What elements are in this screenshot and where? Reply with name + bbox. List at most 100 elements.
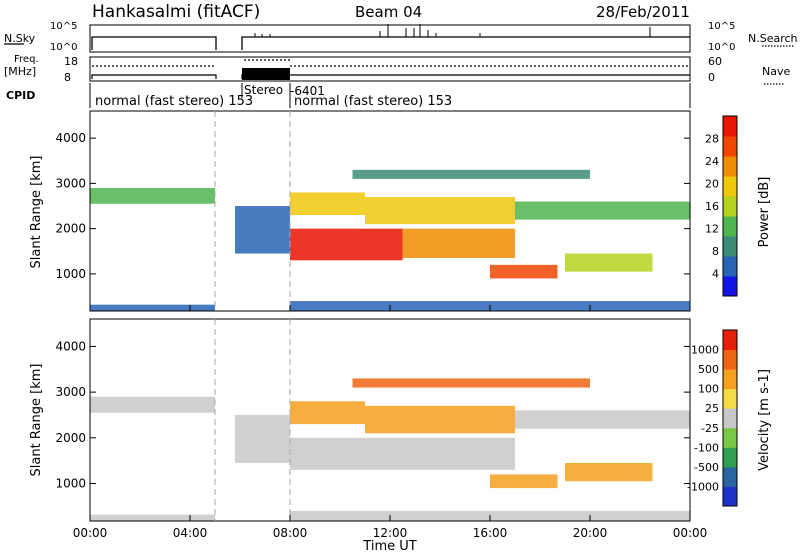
- colorbar-swatch: [723, 236, 737, 257]
- data-band: [515, 410, 690, 429]
- colorbar-swatch: [723, 156, 737, 177]
- colorbar-swatch: [723, 369, 737, 390]
- data-band: [365, 405, 515, 434]
- x-tick-label: 16:00: [473, 526, 508, 540]
- cpid-segment-3: -6401: [290, 84, 325, 98]
- colorbar-tick-label: 20: [705, 178, 719, 191]
- data-band: [90, 187, 215, 204]
- y-tick-label: 1000: [55, 477, 86, 491]
- colorbar-swatch: [723, 349, 737, 370]
- data-band: [402, 228, 515, 259]
- cpid-segment-1: normal (fast stereo) 153: [95, 94, 253, 109]
- x-tick-label: 12:00: [373, 526, 408, 540]
- colorbar-swatch: [723, 176, 737, 197]
- colorbar-tick-label: 4: [712, 268, 719, 281]
- freq-label: Freq.: [14, 54, 39, 65]
- data-band: [565, 253, 653, 272]
- colorbar-frame: [722, 329, 738, 507]
- data-band: [90, 304, 215, 311]
- x-tick-label: 20:00: [573, 526, 608, 540]
- colorbar-tick-label: -500: [694, 461, 719, 474]
- station-title: Hankasalmi (fitACF): [92, 2, 260, 22]
- x-tick-label: 00:00: [673, 526, 708, 540]
- colorbar-tick-label: 28: [705, 133, 719, 146]
- cpid-segment-2: Stereo: [244, 83, 283, 97]
- colorbar-swatch: [723, 447, 737, 468]
- colorbar-tick-label: 100: [698, 383, 719, 396]
- data-band: [490, 264, 558, 279]
- x-tick-label: 04:00: [173, 526, 208, 540]
- data-band: [515, 201, 690, 220]
- colorbar-swatch: [723, 388, 737, 409]
- data-band: [90, 514, 215, 521]
- freq-tick-low: 8: [64, 71, 71, 84]
- colorbar-tick-label: -25: [701, 422, 719, 435]
- data-band: [352, 169, 590, 179]
- data-band: [352, 378, 590, 388]
- colorbar-tick-label: -100: [694, 441, 719, 454]
- xaxis-label: Time UT: [362, 539, 416, 554]
- cpid-row: CPID normal (fast stereo) 153 Stereo -64…: [6, 83, 691, 109]
- power-panel: 1000 2000 3000 4000: [55, 110, 691, 312]
- colorbar-swatch: [723, 276, 737, 297]
- nave-tick-low: 0: [708, 71, 715, 84]
- velocity-colorbar-label: Velocity [m s-1]: [757, 369, 772, 471]
- x-tick-label: 00:00: [73, 526, 108, 540]
- nsearch-label: N.Search: [748, 32, 798, 45]
- nave-label: Nave: [762, 65, 790, 78]
- nsearch-tick-low: 10^0: [708, 42, 735, 53]
- y-tick-label: 2000: [55, 222, 86, 236]
- colorbar-swatch: [723, 330, 737, 351]
- colorbar-tick-label: -1000: [687, 480, 719, 493]
- data-band: [365, 196, 515, 225]
- velocity-colorbar: 1000 500 100 25 -25 -100 -500 -1000: [687, 329, 738, 507]
- data-band: [565, 462, 653, 482]
- colorbar-swatch: [723, 116, 737, 137]
- colorbar-swatch: [723, 466, 737, 487]
- data-band: [290, 192, 365, 216]
- y-tick-label: 4000: [55, 131, 86, 145]
- colorbar-tick-label: 500: [698, 363, 719, 376]
- colorbar-tick-label: 24: [705, 155, 719, 168]
- nsky-tick-high: 10^5: [50, 21, 77, 32]
- y-tick-label: 4000: [55, 339, 86, 353]
- beam-title: Beam 04: [355, 3, 422, 21]
- data-band: [90, 396, 215, 413]
- colorbar-swatch: [723, 256, 737, 277]
- colorbar-swatch: [723, 486, 737, 507]
- colorbar-tick-label: 1000: [691, 344, 719, 357]
- nave-tick-high: 60: [708, 55, 722, 68]
- nsky-panel: N.Sky 10^5 10^0 10^5 10^0 N.Search: [4, 21, 798, 53]
- power-colorbar: 4 8 12 16 20 24 28: [705, 115, 738, 297]
- colorbar-tick-label: 25: [705, 402, 719, 415]
- nsky-tick-low: 10^0: [50, 42, 77, 53]
- freq-unit: [MHz]: [4, 65, 36, 78]
- freq-tick-high: 18: [64, 55, 78, 68]
- freq-panel: Freq. [MHz] 18 8 60 0 Nave: [4, 54, 790, 85]
- data-band: [235, 414, 290, 463]
- colorbar-swatch: [723, 408, 737, 429]
- cpid-segment-4: normal (fast stereo) 153: [294, 94, 452, 109]
- power-ylabel: Slant Range [km]: [29, 156, 44, 269]
- y-tick-label: 1000: [55, 267, 86, 281]
- data-band: [235, 206, 290, 254]
- data-band: [290, 401, 365, 425]
- colorbar-swatch: [723, 427, 737, 448]
- nsky-label: N.Sky: [4, 32, 36, 45]
- data-band: [490, 474, 558, 489]
- data-band: [290, 228, 403, 261]
- colorbar-tick-label: 16: [705, 200, 719, 213]
- colorbar-swatch: [723, 196, 737, 217]
- cpid-label: CPID: [6, 89, 35, 102]
- x-tick-label: 08:00: [273, 526, 308, 540]
- nsearch-tick-high: 10^5: [708, 21, 735, 32]
- colorbar-tick-label: 12: [705, 223, 719, 236]
- velocity-panel: 1000 2000 3000 4000 00:00 04:00 08:00 12:00 16:0…: [55, 318, 708, 540]
- colorbar-swatch: [723, 216, 737, 237]
- colorbar-frame: [722, 115, 738, 297]
- y-tick-label: 3000: [55, 385, 86, 399]
- velocity-ylabel: Slant Range [km]: [29, 364, 44, 477]
- data-band: [290, 437, 515, 470]
- y-tick-label: 3000: [55, 176, 86, 190]
